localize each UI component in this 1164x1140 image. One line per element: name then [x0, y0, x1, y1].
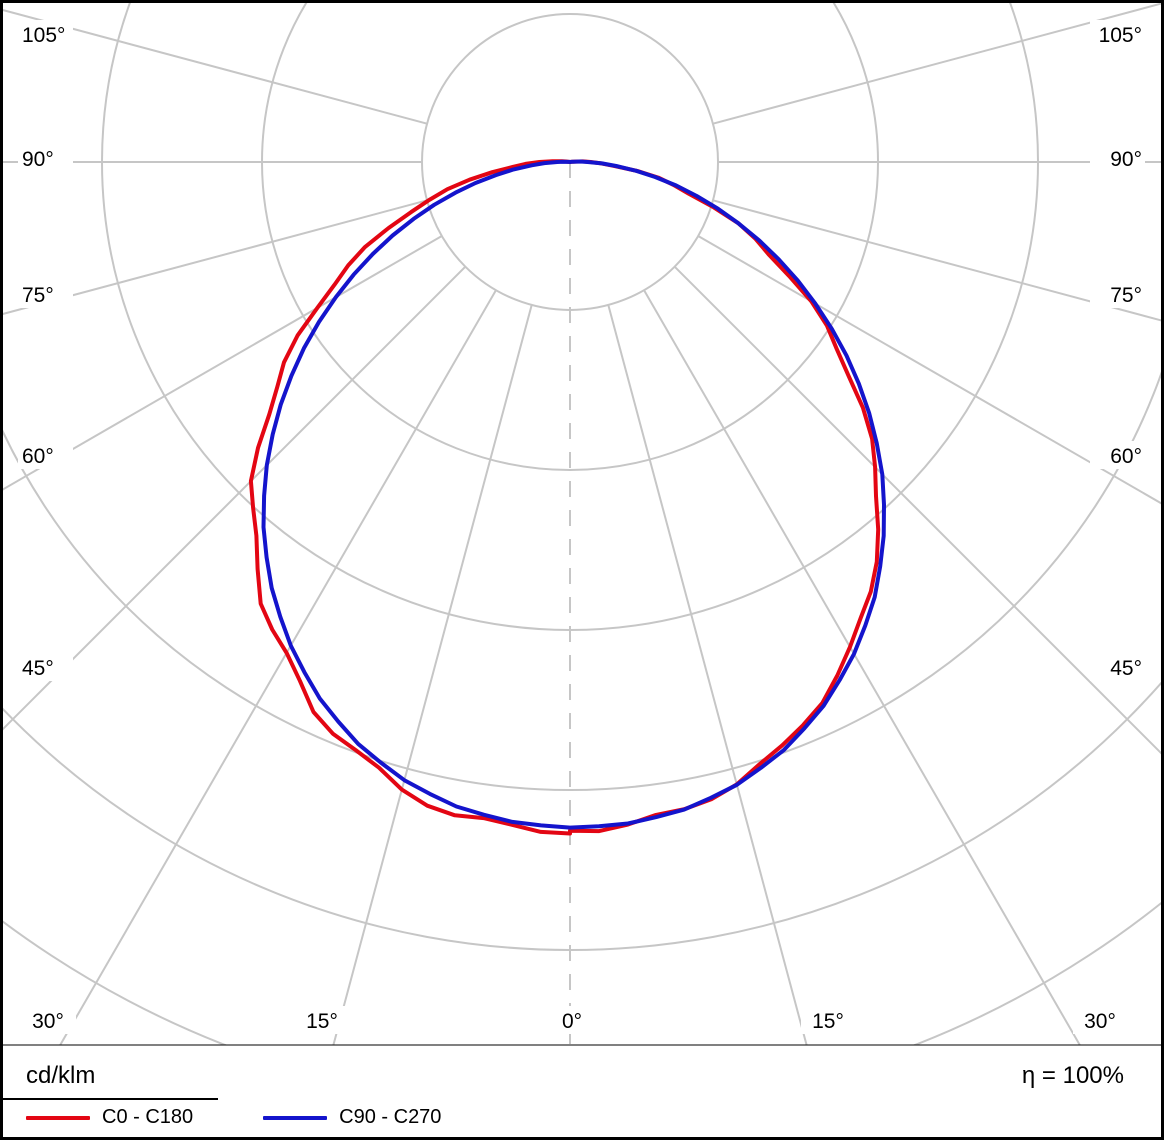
legend-area: cd/klm η = 100% C0 - C180 C90 - C270 — [0, 1046, 1164, 1140]
legend-row: C0 - C180 C90 - C270 — [26, 1106, 511, 1129]
efficiency-label: η = 100% — [1021, 1062, 1124, 1089]
svg-text:0°: 0° — [562, 1010, 582, 1033]
svg-text:105°: 105° — [22, 24, 65, 47]
c0-c180-label: C0 - C180 — [102, 1106, 194, 1128]
c0-c180-line-swatch — [26, 1115, 90, 1120]
c90-c270-label: C90 - C270 — [339, 1106, 442, 1128]
c90-c270-line-swatch — [263, 1115, 328, 1120]
units-underline — [3, 1098, 218, 1100]
svg-text:15°: 15° — [306, 1010, 338, 1033]
svg-text:30°: 30° — [1084, 1010, 1116, 1033]
svg-text:90°: 90° — [22, 148, 54, 171]
svg-text:15°: 15° — [812, 1010, 844, 1033]
svg-text:45°: 45° — [22, 657, 54, 680]
svg-text:45°: 45° — [1110, 657, 1142, 680]
svg-text:90°: 90° — [1110, 148, 1142, 171]
svg-text:75°: 75° — [22, 284, 54, 307]
svg-text:105°: 105° — [1099, 24, 1142, 47]
svg-text:60°: 60° — [22, 445, 54, 468]
units-label: cd/klm — [26, 1062, 96, 1089]
svg-text:30°: 30° — [32, 1010, 64, 1033]
svg-text:75°: 75° — [1110, 284, 1142, 307]
svg-text:60°: 60° — [1110, 445, 1142, 468]
